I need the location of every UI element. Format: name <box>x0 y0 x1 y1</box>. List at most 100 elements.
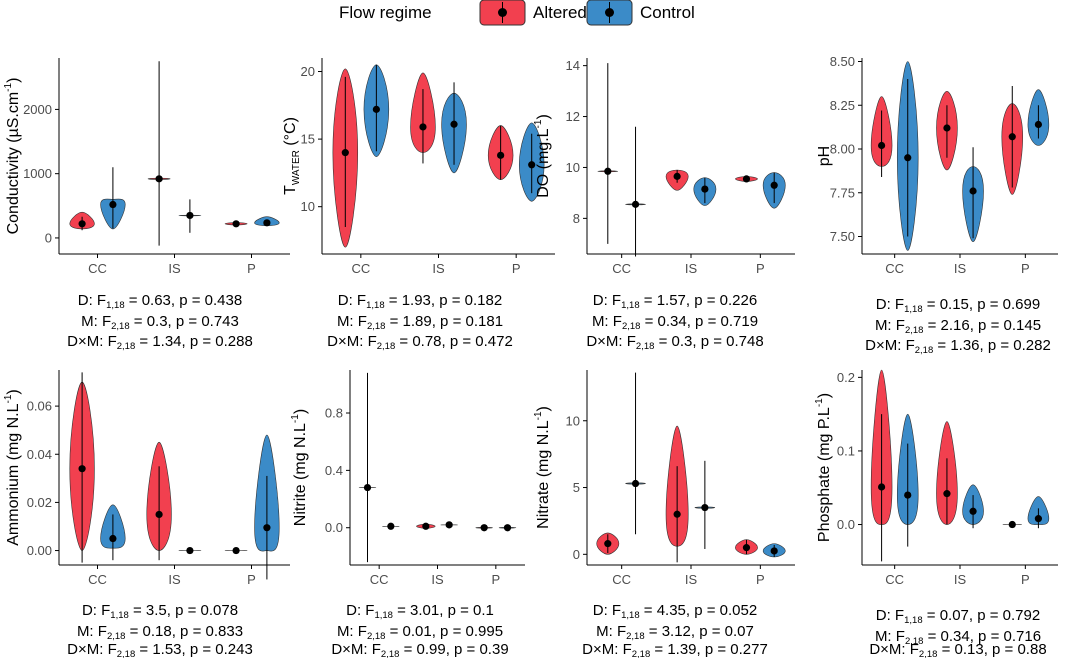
stat-df: 2,18 <box>367 631 386 642</box>
y-axis-label-main: Phosphate (mg P.L <box>816 407 833 542</box>
y-tick-label: 0.4 <box>325 463 343 478</box>
mean-point-control-p <box>503 524 512 532</box>
stat-value: = 0.78, p = 0.472 <box>395 333 513 350</box>
mean-point-control-cc <box>904 154 912 162</box>
stat-df: 1,18 <box>374 610 393 621</box>
stat-value: = 4.35, p = 0.052 <box>640 602 758 619</box>
panel-ammonium: 0.00 0.02 0.04 0.06 CC IS P Ammonium (mg N.L-1)… <box>3 370 290 658</box>
stat-df: 1,18 <box>904 615 923 626</box>
stat-line: D: F1,18 = 3.5, p = 0.078 <box>82 602 238 621</box>
stat-df: 2,18 <box>367 321 386 332</box>
stat-prefix: D×M: F <box>586 333 636 350</box>
x-tick-label: CC <box>612 261 631 276</box>
mean-point-control-p <box>1034 120 1042 129</box>
stat-line: D: F1,18 = 3.01, p = 0.1 <box>346 602 494 621</box>
y-tick-label: 1000 <box>23 166 52 181</box>
stat-line: D×M: F2,18 = 0.99, p = 0.39 <box>331 641 508 658</box>
mean-point-control-p <box>263 219 271 227</box>
x-tick-label: P <box>512 261 521 276</box>
stat-prefix: M: F <box>81 313 111 330</box>
y-axis-label-sup: -1 <box>533 119 544 128</box>
mean-point-altered-is <box>422 522 430 530</box>
y-axis-label: Phosphate (mg P.L-1) <box>814 393 833 542</box>
stat-prefix: M: F <box>77 623 107 640</box>
y-tick-label: 0 <box>45 230 52 245</box>
stat-df: 2,18 <box>117 649 136 658</box>
stat-value: = 1.57, p = 0.226 <box>640 292 758 309</box>
stat-df: 2,18 <box>905 636 924 647</box>
mean-point-altered-cc <box>604 167 612 175</box>
y-tick-label: 14 <box>566 58 580 73</box>
legend: Flow regime Altered Control <box>339 0 695 26</box>
y-tick-label: 0.00 <box>27 543 52 558</box>
legend-label-control: Control <box>640 3 695 22</box>
mean-point-control-p <box>263 524 271 532</box>
y-axis-label-tail: (°C) <box>282 117 299 150</box>
mean-point-altered-is <box>673 510 681 518</box>
stat-prefix: D: F <box>876 296 904 313</box>
y-tick-label: 10 <box>301 199 315 214</box>
x-tick-label: P <box>247 572 256 587</box>
mean-point-control-is <box>450 120 458 128</box>
y-axis-label: Conductivity (µS.cm-1) <box>3 78 22 235</box>
stat-prefix: D: F <box>593 292 621 309</box>
stat-value: = 3.12, p = 0.07 <box>645 623 754 640</box>
y-axis-label-main: Conductivity (µS.cm <box>5 92 22 235</box>
stat-prefix: D×M: F <box>67 641 117 658</box>
stat-line: M: F2,18 = 3.12, p = 0.07 <box>596 623 754 642</box>
stat-line: D: F1,18 = 0.15, p = 0.699 <box>876 296 1040 315</box>
stat-df: 2,18 <box>381 649 400 658</box>
mean-point-control-p <box>528 161 536 169</box>
mean-point-control-is <box>969 507 977 515</box>
y-tick-label: 12 <box>566 109 580 124</box>
y-axis-label-sup: -1 <box>290 414 301 423</box>
y-tick-label: 5 <box>573 480 580 495</box>
x-tick-label: IS <box>168 261 181 276</box>
x-tick-label: P <box>1021 261 1030 276</box>
mean-point-altered-p <box>1008 520 1016 529</box>
stat-value: = 0.15, p = 0.699 <box>923 296 1041 313</box>
y-axis-label-main: Ammonium (mg N.L <box>5 403 22 545</box>
stat-value: = 0.3, p = 0.748 <box>654 333 763 350</box>
mean-point-altered-p <box>1008 133 1016 141</box>
x-tick-label: IS <box>432 261 445 276</box>
y-axis-label-main: Nitrite (mg N.L <box>292 423 309 526</box>
stat-value: = 2.16, p = 0.145 <box>923 317 1041 334</box>
y-axis-label: pH <box>816 146 833 166</box>
mean-point-altered-is <box>155 510 163 519</box>
panel-ph: 7.50 7.75 8.00 8.25 8.50 CC IS PpH D: F1,18 = 0.… <box>816 54 1058 356</box>
mean-point-control-is <box>186 546 194 555</box>
stat-df: 2,18 <box>107 631 126 642</box>
legend-key-altered <box>479 0 526 26</box>
stat-value: = 0.34, p = 0.719 <box>640 313 758 330</box>
mean-point-control-is <box>701 503 709 512</box>
y-axis-label-main: T <box>282 185 299 195</box>
stat-df: 2,18 <box>377 341 396 352</box>
stat-prefix: D: F <box>338 292 366 309</box>
stat-prefix: M: F <box>875 317 905 334</box>
stat-value: = 0.18, p = 0.833 <box>125 623 243 640</box>
mean-point-control-cc <box>904 491 912 499</box>
y-axis-label: DO (mg.L-1) <box>533 114 552 198</box>
mean-point-altered-cc <box>604 540 612 548</box>
panel-conductivity: 0 1000 2000 CC IS P Conductivity (µS.cm-1) D: F… <box>3 58 290 352</box>
y-axis-label: TWATER (°C) <box>282 117 302 195</box>
stat-line: M: F2,18 = 0.3, p = 0.743 <box>81 313 239 332</box>
stat-line: M: F2,18 = 2.16, p = 0.145 <box>875 317 1041 336</box>
x-tick-label: P <box>756 261 765 276</box>
stat-df: 1,18 <box>366 300 385 311</box>
stat-line: D: F1,18 = 0.63, p = 0.438 <box>78 292 242 311</box>
stat-prefix: D: F <box>82 602 110 619</box>
stat-prefix: M: F <box>592 313 622 330</box>
panel-twater: 10 15 20 CC IS P TWATER (°C) D: F1,18 = 1.93, p… <box>282 58 555 352</box>
stat-value: = 1.89, p = 0.181 <box>385 313 503 330</box>
stat-line: D: F1,18 = 0.07, p = 0.792 <box>876 607 1040 626</box>
mean-point-altered-cc <box>878 483 886 491</box>
y-axis-label-tail: ) <box>292 409 309 414</box>
stat-line: D×M: F2,18 = 1.34, p = 0.288 <box>67 333 253 352</box>
mean-point-control-cc <box>631 200 640 208</box>
stat-line: D: F1,18 = 4.35, p = 0.052 <box>593 602 757 621</box>
stat-line: M: F2,18 = 0.34, p = 0.716 <box>875 628 1041 647</box>
mean-point-control-is <box>186 211 194 220</box>
stat-prefix: D×M: F <box>869 641 919 658</box>
